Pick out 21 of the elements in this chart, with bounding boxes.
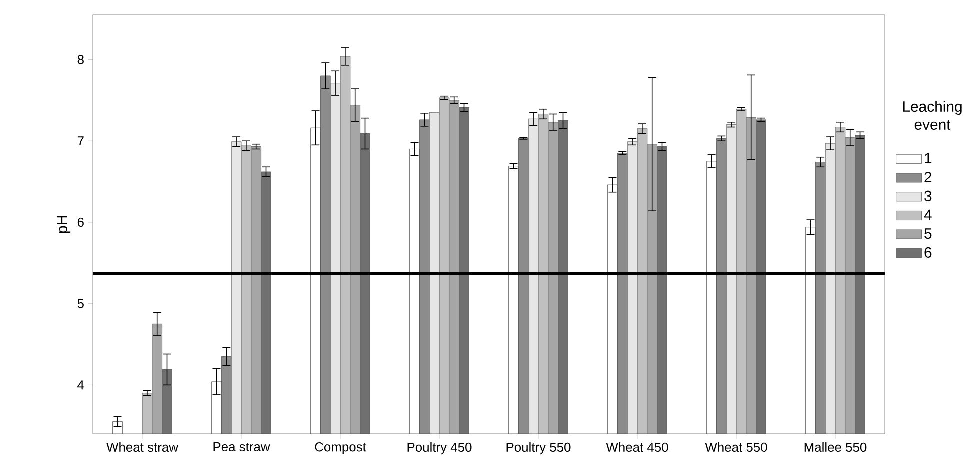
x-tick-label: Wheat 550 <box>705 442 768 452</box>
x-tick-label: Poultry 450 <box>408 442 472 455</box>
legend-label: 5 <box>924 228 932 240</box>
y-axis-title: pH <box>57 216 70 234</box>
x-tick-label: Pea straw <box>214 442 270 452</box>
legend-title: Leaching event <box>903 101 962 130</box>
legend-label: 1 <box>925 153 932 164</box>
legend-label: 6 <box>924 247 932 258</box>
y-tick-label: 6 <box>78 218 84 228</box>
legend-label: 4 <box>924 210 932 220</box>
legend-label: 3 <box>924 190 932 202</box>
x-tick-label: Mallee 550 <box>804 442 867 452</box>
legend-label: 2 <box>924 172 932 182</box>
x-tick-label: Compost <box>315 442 366 454</box>
x-tick-label: Wheat straw <box>106 442 179 452</box>
x-tick-label: Wheat 450 <box>606 442 668 452</box>
y-tick-label: 4 <box>78 380 84 390</box>
y-tick-label: 7 <box>78 136 84 146</box>
y-tick-label: 5 <box>78 299 84 308</box>
y-tick-label: 8 <box>78 55 84 64</box>
x-tick-label: Poultry 550 <box>506 442 571 455</box>
